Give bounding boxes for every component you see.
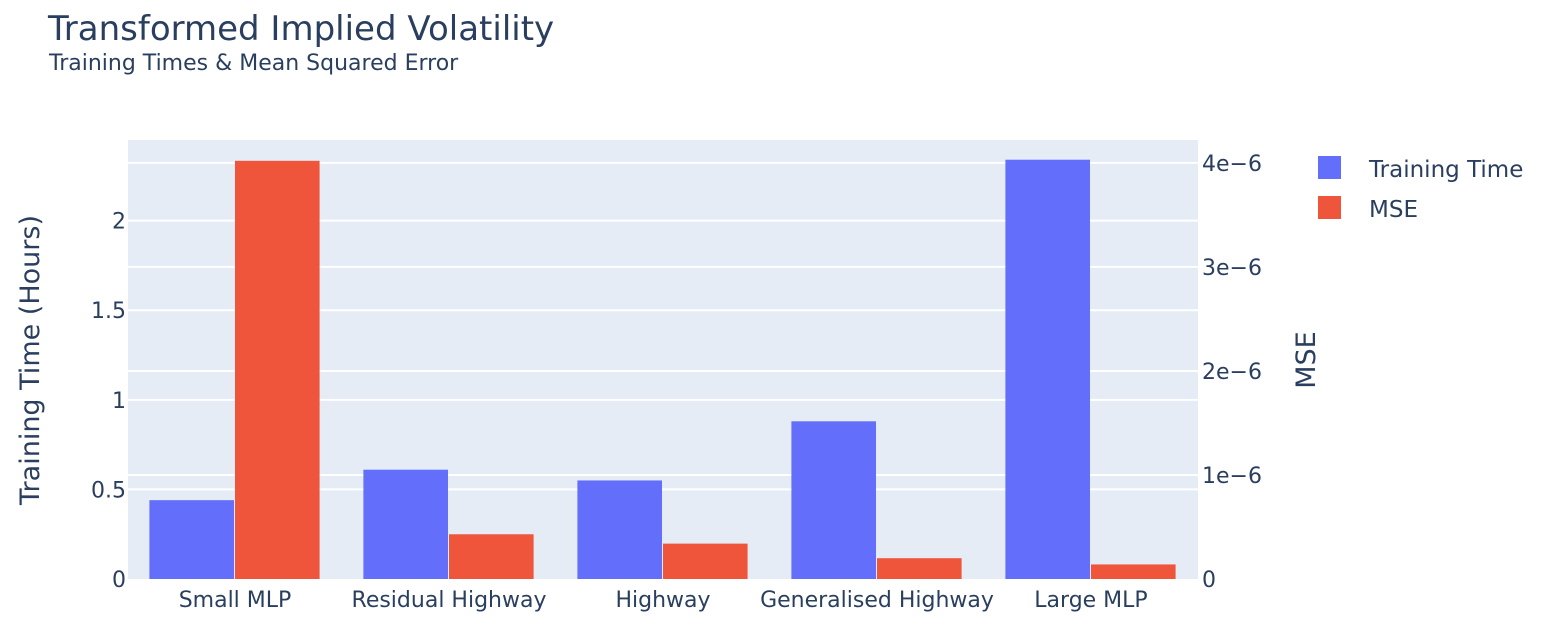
chart-subtitle: Training Times & Mean Squared Error xyxy=(48,51,459,76)
x-axis-ticks: Small MLP Residual Highway Highway Generali… xyxy=(179,588,1148,613)
y-left-tick-label: 1.5 xyxy=(91,299,126,324)
chart-title: Transformed Implied Volatility xyxy=(47,9,554,49)
legend-swatch-mse xyxy=(1318,196,1341,219)
y-axis-left-title: Training Time (Hours) xyxy=(15,215,46,506)
legend: Training Time MSE xyxy=(1318,156,1523,223)
legend-label-mse[interactable]: MSE xyxy=(1369,197,1418,223)
bar-mse-large-mlp[interactable] xyxy=(1091,564,1176,579)
bar-mse-generalised-highway[interactable] xyxy=(877,558,962,579)
y-left-tick-label: 2 xyxy=(112,210,126,235)
y-right-tick-label: 2e−6 xyxy=(1202,360,1262,385)
y-right-tick-label: 0 xyxy=(1202,568,1216,593)
x-tick-label: Large MLP xyxy=(1034,588,1147,613)
bars xyxy=(149,159,1176,579)
bar-mse-highway[interactable] xyxy=(663,543,748,579)
bar-training-time-large-mlp[interactable] xyxy=(1005,159,1090,579)
legend-swatch-training-time xyxy=(1318,156,1341,179)
right-axis-ticks: 0 1e−6 2e−6 3e−6 4e−6 xyxy=(1202,152,1262,593)
y-left-tick-label: 1 xyxy=(112,389,126,414)
legend-label-training-time[interactable]: Training Time xyxy=(1368,157,1523,183)
bar-mse-small-mlp[interactable] xyxy=(235,160,320,579)
y-right-tick-label: 4e−6 xyxy=(1202,152,1262,177)
bar-training-time-generalised-highway[interactable] xyxy=(791,421,876,579)
bar-training-time-small-mlp[interactable] xyxy=(149,500,234,579)
x-tick-label: Highway xyxy=(615,588,710,613)
x-tick-label: Small MLP xyxy=(179,588,292,613)
y-right-tick-label: 1e−6 xyxy=(1202,464,1262,489)
y-left-tick-label: 0 xyxy=(112,568,126,593)
y-axis-right-title: MSE xyxy=(1291,331,1322,389)
bar-training-time-highway[interactable] xyxy=(577,480,662,579)
left-axis-ticks: 0 0.5 1 1.5 2 xyxy=(91,210,126,593)
bar-training-time-residual-highway[interactable] xyxy=(363,469,448,579)
y-left-tick-label: 0.5 xyxy=(91,478,126,503)
x-tick-label: Generalised Highway xyxy=(760,588,994,613)
y-right-tick-label: 3e−6 xyxy=(1202,256,1262,281)
x-tick-label: Residual Highway xyxy=(352,588,547,613)
bar-mse-residual-highway[interactable] xyxy=(449,534,534,579)
